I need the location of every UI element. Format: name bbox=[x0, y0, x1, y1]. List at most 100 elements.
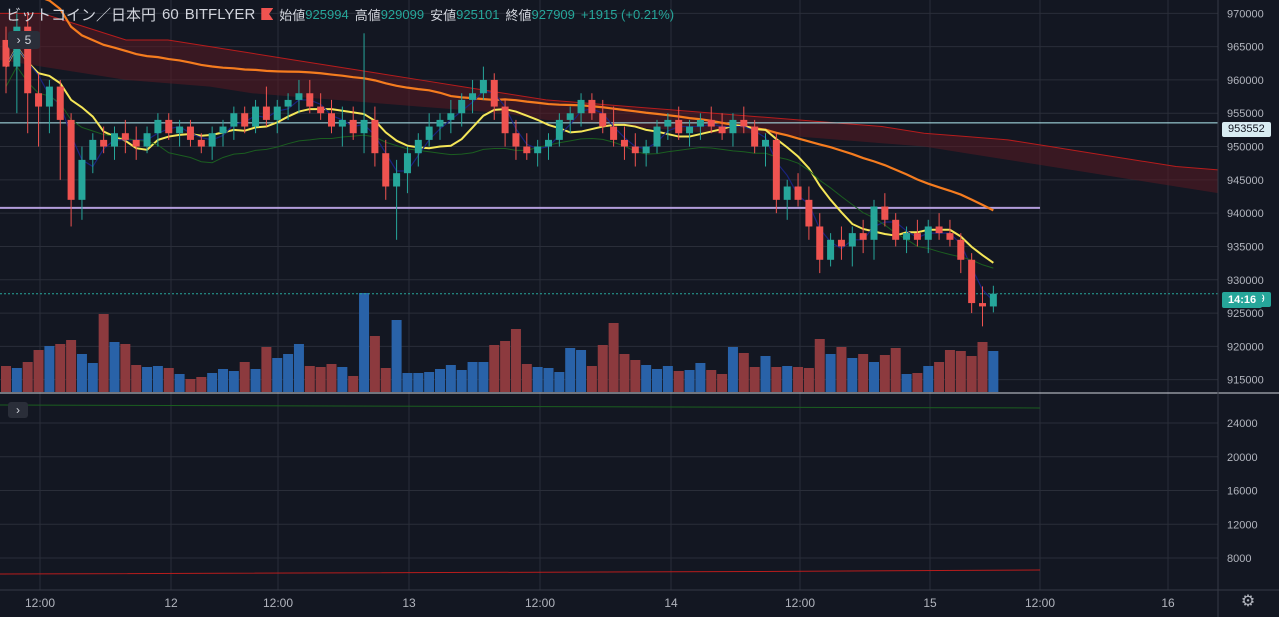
candle-body bbox=[360, 119, 368, 134]
candle-body bbox=[686, 126, 694, 134]
volume-bar bbox=[641, 365, 652, 392]
candle-body bbox=[262, 106, 270, 120]
interval-label[interactable]: 60 bbox=[162, 5, 179, 23]
volume-bar bbox=[510, 329, 521, 392]
volume-bar bbox=[901, 374, 912, 392]
volume-bar bbox=[695, 363, 706, 392]
candle-body bbox=[458, 99, 466, 114]
chevron-right-icon: › bbox=[16, 33, 21, 47]
candle-body bbox=[827, 239, 835, 260]
candle-body bbox=[707, 119, 715, 127]
candle-body bbox=[436, 119, 444, 127]
candle-body bbox=[957, 239, 965, 260]
volume-bar bbox=[435, 369, 445, 392]
candle-body bbox=[425, 126, 433, 140]
indicator-legend-toggle[interactable]: › 5 bbox=[8, 31, 40, 49]
candle-body bbox=[35, 93, 43, 107]
candle-body bbox=[762, 139, 769, 147]
candle-body bbox=[111, 133, 118, 147]
volume-bar bbox=[988, 351, 999, 392]
volume-bar bbox=[293, 344, 304, 392]
pane-legend-toggle[interactable]: › bbox=[8, 402, 28, 418]
volume-bar bbox=[369, 336, 380, 392]
candle-body bbox=[653, 126, 661, 147]
volume-bar bbox=[348, 376, 359, 392]
candle-body bbox=[545, 139, 552, 147]
volume-bar bbox=[597, 345, 608, 392]
gear-icon[interactable]: ⚙ bbox=[1240, 593, 1256, 610]
volume-bar bbox=[359, 293, 370, 392]
volume-bar bbox=[66, 340, 77, 392]
candle-body bbox=[913, 233, 921, 240]
volume-bar bbox=[662, 366, 673, 392]
volume-bar bbox=[413, 373, 424, 392]
volume-bar bbox=[98, 314, 109, 392]
candle-body bbox=[197, 139, 205, 147]
volume-bar bbox=[543, 368, 554, 392]
volume-bar bbox=[174, 374, 185, 392]
candle-body bbox=[490, 79, 498, 107]
candle-body bbox=[696, 119, 704, 127]
volume-bar bbox=[532, 367, 543, 392]
candle-body bbox=[816, 226, 824, 260]
volume-bar bbox=[467, 362, 478, 392]
volume-bar bbox=[283, 354, 294, 392]
high-label: 高値 bbox=[354, 7, 381, 23]
candle-body bbox=[328, 113, 335, 127]
volume-bar bbox=[55, 344, 66, 392]
volume-bar bbox=[749, 367, 760, 392]
sub-indicator-line-2 bbox=[0, 569, 1041, 575]
volume-bar bbox=[239, 362, 250, 392]
flag-icon[interactable] bbox=[261, 8, 274, 20]
candle-body bbox=[979, 303, 986, 307]
volume-bar bbox=[858, 354, 869, 392]
symbol-name[interactable]: ビットコイン／日本円 bbox=[6, 6, 157, 24]
candle-body bbox=[143, 133, 151, 147]
candle-body bbox=[837, 239, 845, 247]
candle-body bbox=[523, 146, 531, 154]
candle-body bbox=[176, 126, 184, 134]
candle-body bbox=[859, 233, 867, 240]
volume-bar bbox=[196, 377, 207, 392]
volume-bar bbox=[185, 379, 196, 392]
candle-body bbox=[599, 113, 607, 127]
volume-bar bbox=[87, 363, 98, 392]
ma-fast-line bbox=[5, 44, 994, 264]
volume-bar bbox=[500, 341, 511, 392]
candle-body bbox=[186, 126, 194, 140]
volume-bar bbox=[228, 371, 239, 392]
volume-bar bbox=[565, 348, 576, 392]
volume-bar bbox=[261, 347, 272, 392]
candle-body bbox=[881, 206, 889, 220]
volume-bar bbox=[272, 358, 283, 392]
volume-bar bbox=[630, 360, 641, 392]
volume-bar bbox=[847, 358, 858, 392]
open-label: 始値 bbox=[279, 7, 306, 23]
change-value: +1915 (+0.21%) bbox=[580, 6, 675, 22]
candle-body bbox=[805, 199, 813, 227]
volume-bar bbox=[326, 364, 337, 392]
low-value: 925101 bbox=[456, 6, 500, 22]
candle-body bbox=[588, 99, 596, 114]
time-tick-label: 13 bbox=[402, 596, 416, 610]
candle-body bbox=[154, 119, 162, 134]
volume-bar bbox=[738, 353, 749, 392]
time-tick-label: 12:00 bbox=[785, 596, 815, 610]
price-tick-label: 955000 bbox=[1227, 108, 1264, 120]
price-tick-label: 960000 bbox=[1227, 75, 1264, 87]
candle-body bbox=[740, 119, 748, 127]
volume-bar bbox=[152, 366, 163, 392]
candle-body bbox=[751, 126, 759, 147]
candle-body bbox=[393, 173, 401, 187]
lagging-span-line bbox=[5, 65, 994, 269]
volume-bar bbox=[1, 366, 11, 392]
open-value: 925994 bbox=[305, 6, 349, 22]
volume-bar bbox=[456, 370, 467, 392]
candle-body bbox=[208, 133, 216, 147]
candle-body bbox=[371, 119, 379, 154]
volume-bar bbox=[771, 367, 782, 392]
candle-body bbox=[230, 113, 238, 127]
volume-bar bbox=[727, 347, 738, 392]
